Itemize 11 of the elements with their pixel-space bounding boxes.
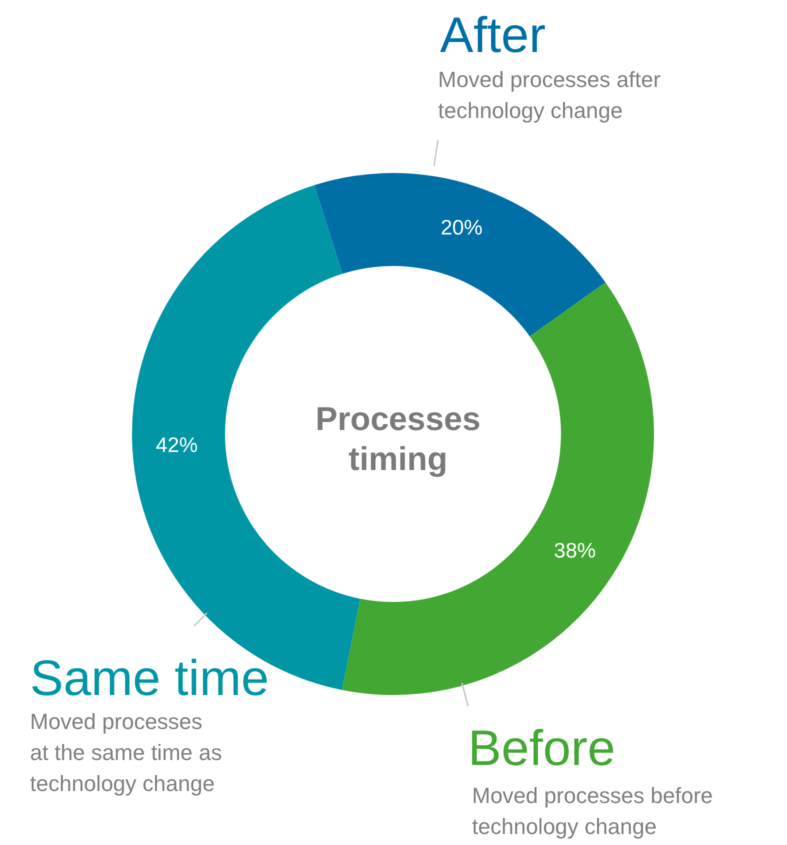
slice-label: After xyxy=(440,7,546,63)
text: Processes timing xyxy=(315,400,481,477)
slice-label: Same time xyxy=(30,650,269,706)
data-label: 38% xyxy=(554,539,596,562)
text: Moved processes at the same time as technology change xyxy=(30,709,222,796)
donut-slice xyxy=(314,173,606,336)
slice-label: Before xyxy=(468,720,616,776)
text: Moved processes after technology change xyxy=(438,67,661,123)
text: Moved processes before technology change xyxy=(472,783,713,839)
data-label: 20% xyxy=(440,216,483,240)
data-label: 42% xyxy=(156,434,198,457)
